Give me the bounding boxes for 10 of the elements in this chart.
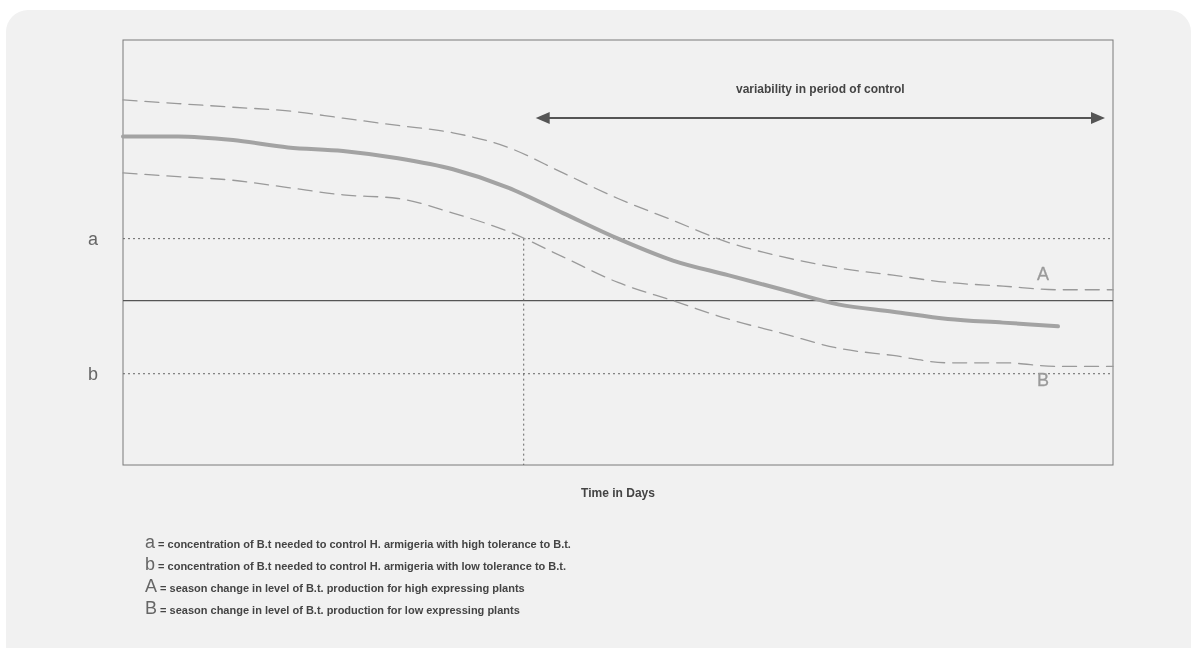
text: a = concentration of B.t needed to control H. armigeria with high tolerance to B.t. — [145, 532, 571, 552]
ref-line-label: a — [87, 228, 99, 249]
text: A = season change in level of B.t. production for high expressing plants — [145, 576, 525, 596]
series-label: B — [1036, 370, 1050, 391]
text: B = season change in level of B.t. production for low expressing plants — [145, 598, 520, 618]
series-label: A — [1036, 263, 1050, 284]
ref-line-label: b — [87, 363, 99, 384]
x-axis-title: Time in Days — [581, 486, 656, 500]
text: variability in period of control — [736, 82, 905, 96]
text: b = concentration of B.t needed to control H. armigeria with low tolerance to B.t. — [145, 554, 567, 574]
